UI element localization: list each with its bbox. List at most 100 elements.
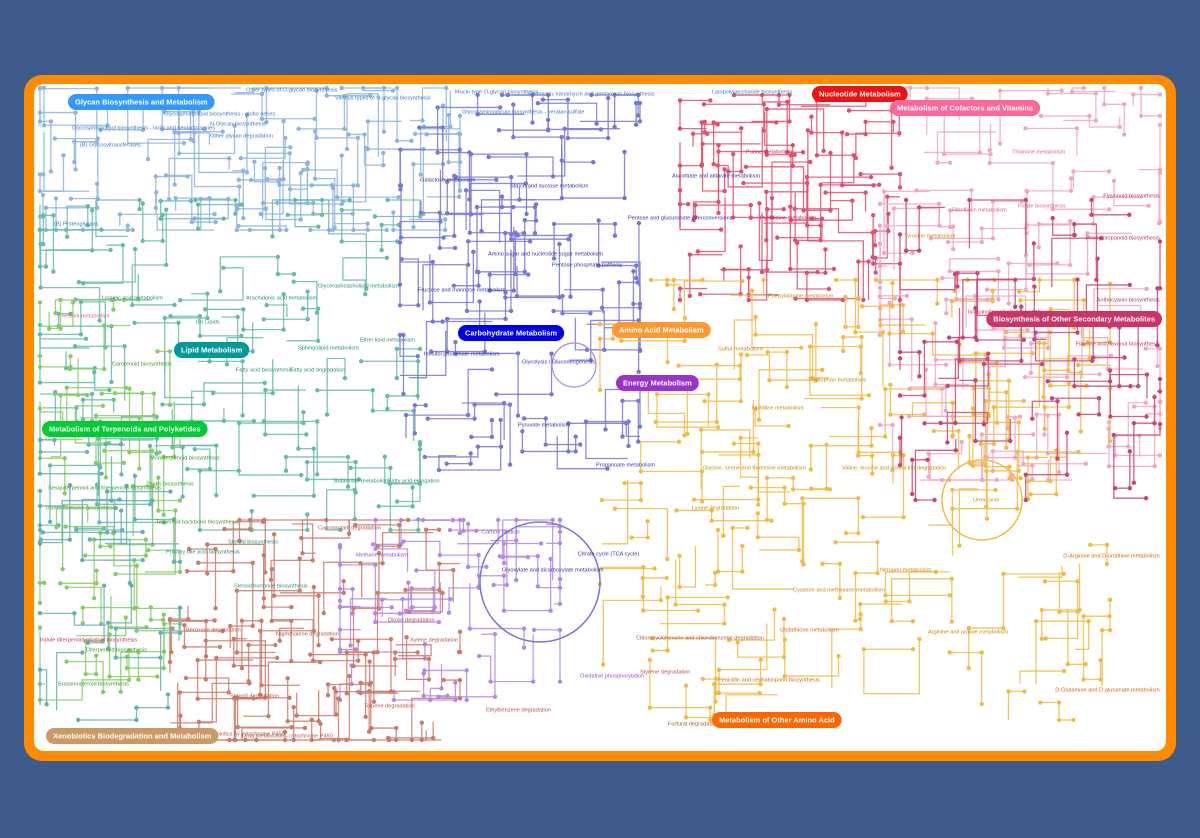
- compound-node: [858, 344, 863, 349]
- pathway-label: Cysteine and methionine metabolism: [793, 587, 885, 593]
- compound-node: [437, 245, 442, 251]
- compound-node: [884, 223, 890, 228]
- compound-node: [171, 559, 177, 565]
- compound-node: [311, 493, 316, 498]
- pathway-edge: [301, 519, 409, 539]
- compound-node: [1061, 571, 1066, 577]
- compound-node: [1023, 497, 1028, 503]
- compound-node: [1088, 542, 1093, 548]
- compound-node: [457, 159, 463, 165]
- compound-node: [936, 201, 942, 207]
- compound-node: [248, 177, 254, 183]
- pathway-edge: [1051, 397, 1100, 416]
- compound-node: [850, 198, 855, 203]
- compound-node: [887, 300, 892, 306]
- compound-node: [441, 677, 446, 683]
- compound-node: [834, 277, 839, 283]
- compound-node: [94, 568, 99, 573]
- compound-node: [1013, 277, 1018, 282]
- pathway-edge: [1073, 223, 1098, 280]
- compound-node: [698, 292, 703, 297]
- pathway-edge: [1031, 400, 1059, 459]
- pathway-label: Fructose and mannose metabolism: [418, 287, 506, 293]
- compound-node: [283, 454, 289, 460]
- compound-node: [169, 649, 174, 655]
- pathway-label: Steroid biosynthesis: [228, 539, 278, 545]
- pathway-label: Sulfur metabolism: [718, 346, 763, 352]
- compound-node: [914, 188, 919, 193]
- compound-node: [73, 110, 78, 115]
- compound-node: [85, 223, 90, 228]
- compound-node: [314, 419, 320, 424]
- compound-node: [124, 665, 130, 671]
- pathway-edge: [39, 669, 48, 706]
- compound-node: [172, 129, 177, 134]
- compound-node: [97, 463, 102, 468]
- compound-node: [298, 217, 303, 222]
- compound-node: [933, 569, 939, 575]
- pathway-label: Propanoate metabolism: [596, 462, 655, 468]
- compound-node: [991, 404, 997, 410]
- compound-node: [908, 85, 913, 91]
- compound-node: [235, 724, 240, 730]
- pathway-label: Starch and sucrose metabolism: [510, 183, 589, 189]
- compound-node: [193, 197, 198, 203]
- compound-node: [883, 599, 888, 604]
- compound-node: [443, 227, 448, 233]
- pathway-edge: [259, 587, 315, 695]
- pathway-edge: [429, 251, 474, 304]
- compound-node: [475, 444, 481, 449]
- pathway-edge: [250, 168, 266, 181]
- compound-node: [257, 692, 263, 697]
- compound-node: [856, 295, 861, 301]
- pathway-label: Glycerophospholipid metabolism: [318, 283, 399, 289]
- pathway-label: Carotenoid biosynthesis: [112, 361, 172, 367]
- compound-node: [897, 185, 903, 190]
- compound-node: [1107, 613, 1112, 619]
- pathway-edge: [206, 543, 265, 599]
- pathway-edge: [95, 414, 154, 464]
- compound-node: [804, 174, 810, 180]
- compound-node: [945, 383, 950, 389]
- pathway-edge: [271, 569, 292, 662]
- compound-node: [664, 277, 670, 283]
- compound-node: [1039, 636, 1044, 642]
- compound-node: [1055, 399, 1060, 404]
- pathway-edge: [517, 128, 620, 177]
- compound-node: [969, 96, 975, 101]
- compound-node: [685, 431, 690, 437]
- compound-node: [239, 665, 245, 671]
- compound-node: [955, 284, 960, 289]
- pathway-edge: [886, 207, 941, 271]
- compound-node: [416, 527, 421, 533]
- pathway-label: Other types of O-glycan biosynthesis: [246, 87, 338, 93]
- compound-node: [53, 310, 58, 316]
- compound-node: [591, 159, 596, 165]
- compound-node: [612, 506, 618, 511]
- compound-node: [1072, 232, 1077, 238]
- compound-node: [683, 683, 689, 688]
- compound-node: [665, 556, 670, 562]
- compound-node: [610, 336, 616, 342]
- compound-node: [182, 644, 187, 650]
- compound-node: [244, 112, 250, 118]
- pathway-label: Ether lipid metabolism: [360, 337, 415, 343]
- compound-node: [887, 331, 892, 336]
- compound-node: [853, 330, 858, 335]
- compound-node: [997, 141, 1003, 146]
- compound-node: [746, 297, 751, 303]
- pathway-edge: [863, 639, 920, 695]
- pathway-edge: [243, 661, 321, 717]
- compound-node: [365, 119, 371, 124]
- compound-node: [909, 317, 914, 322]
- compound-node: [197, 527, 203, 533]
- pathway-edge: [524, 417, 581, 446]
- pathway-label: (B) Glycosyltransferases: [80, 142, 141, 148]
- compound-node: [746, 275, 751, 280]
- pathway-edge: [457, 520, 499, 545]
- compound-node: [594, 121, 599, 126]
- compound-node: [160, 238, 165, 244]
- compound-node: [189, 219, 194, 225]
- compound-node: [913, 497, 918, 503]
- compound-node: [94, 86, 99, 91]
